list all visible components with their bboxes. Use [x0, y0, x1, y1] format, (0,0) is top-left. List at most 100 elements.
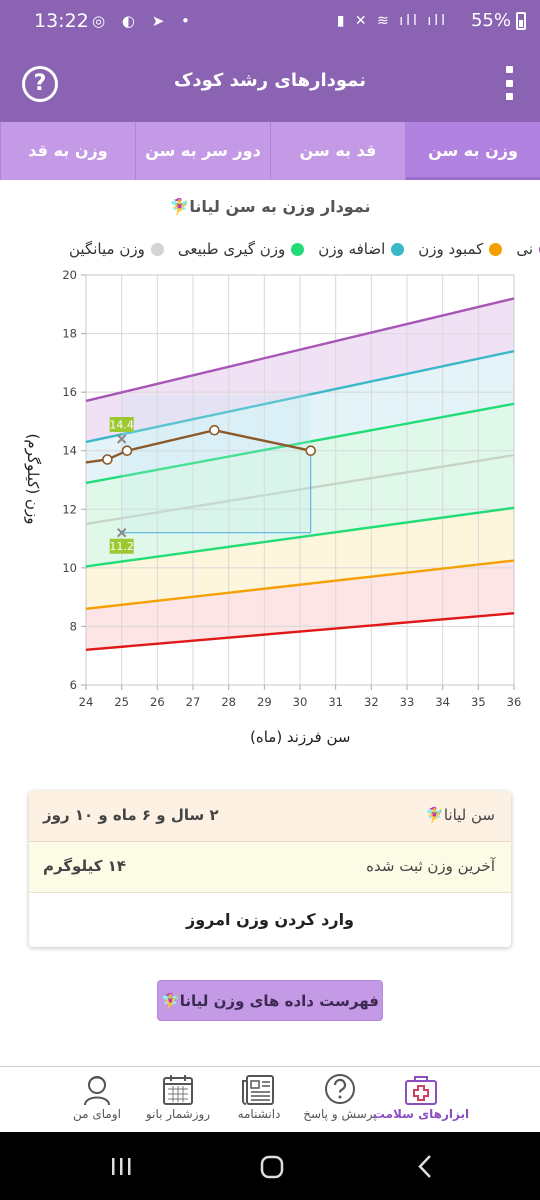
y-tick-label: 18 — [62, 327, 77, 341]
legend-item[interactable]: وزن میانگین — [69, 240, 164, 258]
legend-label: نی — [516, 240, 533, 258]
nav-label: پرسش و پاسخ — [303, 1107, 377, 1121]
x-tick-label: 35 — [471, 695, 486, 709]
nav-label: دانشنامه — [237, 1107, 281, 1121]
x-tick-label: 24 — [79, 695, 94, 709]
range-marker-badge — [109, 538, 134, 554]
nav-calendar[interactable]: روزشمار بانو — [133, 1067, 223, 1133]
y-tick-label: 8 — [70, 619, 77, 633]
x-tick-label: 33 — [400, 695, 415, 709]
menu-dot-icon — [505, 79, 513, 87]
nav-label: ابزارهای سلامت — [372, 1107, 470, 1121]
x-tick-label: 34 — [435, 695, 450, 709]
legend-label: وزن گیری طبیعی — [177, 240, 286, 258]
y-tick-label: 20 — [62, 268, 77, 282]
nav-questions[interactable]: پرسش و پاسخ — [295, 1067, 385, 1133]
nav-label: روزشمار بانو — [145, 1107, 211, 1121]
weight-data-point — [305, 445, 317, 457]
first-aid-kit-icon — [405, 1076, 437, 1105]
chart-title: نمودار وزن به سن لیانا🧚‍♀️ — [169, 197, 371, 216]
y-tick-label: 10 — [62, 561, 77, 575]
child-info-card: سن لیانا🧚‍♀️ ۲ سال و ۶ ماه و ۱۰ روز آخری… — [29, 791, 511, 947]
x-tick-label: 31 — [328, 695, 343, 709]
battery-icon — [516, 11, 526, 30]
growth-chart: 14.4 11.2 24 25 26 27 28 29 30 31 32 33 34 35 36 6 8 10 12… — [62, 268, 522, 709]
system-navigation-bar — [0, 1132, 540, 1200]
legend-item[interactable]: اضافه وزن — [318, 240, 405, 258]
reference-line — [85, 297, 515, 403]
reference-line — [85, 402, 515, 485]
battery-percent: 55% — [470, 10, 511, 31]
nav-encyclopedia[interactable]: دانشنامه — [214, 1067, 304, 1133]
range-highlight — [121, 394, 311, 533]
weight-data-point — [209, 424, 220, 436]
person-icon — [84, 1076, 110, 1106]
x-tick-label: 32 — [364, 695, 379, 709]
last-weight-label: آخرین وزن ثبت شده — [366, 857, 495, 875]
y-tick-label: 6 — [70, 678, 77, 692]
range-marker-x-icon — [116, 528, 127, 538]
reference-line — [85, 453, 515, 526]
bottom-navigation: اومای من روزشمار بانو دانشنامه پرسش و پا… — [0, 1066, 540, 1132]
notification-icons: ◎ ◐ ➤ • — [92, 12, 196, 30]
weight-data-list-button[interactable]: فهرست داده های وزن لیانا🧚‍♀️ — [157, 980, 383, 1021]
tab-head-circumference[interactable]: دور سر به سن — [135, 122, 270, 180]
chart-tabs: وزن به قد دور سر به سن قد به سن وزن به س… — [0, 122, 540, 180]
page-title: نمودارهای رشد کودک — [173, 70, 367, 91]
x-tick-label: 28 — [221, 695, 236, 709]
recent-apps-icon[interactable] — [112, 1158, 131, 1175]
reference-line — [85, 559, 515, 611]
weight-data-point — [102, 454, 113, 465]
help-button[interactable]: ? — [22, 66, 58, 102]
legend-label: اضافه وزن — [318, 240, 386, 258]
status-bar: 13:22 ◎ ◐ ➤ • ▮ ✕ ≋ ıll ıll 55% — [0, 0, 540, 44]
range-marker-badge — [109, 417, 134, 432]
tab-height-for-age[interactable]: قد به سن — [270, 122, 405, 180]
tab-weight-for-height[interactable]: وزن به قد — [0, 122, 135, 180]
x-tick-label: 30 — [293, 695, 308, 709]
x-tick-label: 26 — [150, 695, 165, 709]
y-axis-label: وزن (کیلوگرم) — [24, 433, 42, 525]
x-axis-label: سن فرزند (ماه) — [250, 728, 351, 746]
legend-item[interactable]: نی — [516, 240, 540, 258]
legend-dot-icon — [150, 242, 164, 256]
nav-my-profile[interactable]: اومای من — [52, 1067, 142, 1133]
y-tick-label: 14 — [62, 444, 77, 458]
app-bar: ? نمودارهای رشد کودک — [0, 44, 540, 122]
reference-line — [85, 506, 515, 568]
age-label: سن لیانا🧚‍♀️ — [425, 806, 495, 824]
nav-health-tools[interactable]: ابزارهای سلامت — [373, 1067, 469, 1133]
legend-dot-icon — [291, 242, 305, 256]
nav-label: اومای من — [73, 1107, 121, 1121]
y-tick-label: 16 — [62, 385, 77, 399]
x-tick-label: 36 — [507, 695, 522, 709]
status-time: 13:22 — [34, 10, 89, 32]
back-icon[interactable] — [418, 1155, 431, 1178]
x-tick-label: 27 — [186, 695, 201, 709]
range-marker-label: 11.2 — [109, 540, 134, 553]
question-icon: ? — [33, 71, 47, 96]
reference-line — [85, 612, 515, 652]
range-marker-label: 14.4 — [109, 419, 134, 432]
chart-legend: نی کمبود وزن اضافه وزن وزن گیری طبیعی وزن می… — [0, 240, 540, 266]
last-weight-value: ۱۴ کیلوگرم — [43, 857, 126, 875]
newspaper-icon — [242, 1075, 274, 1105]
legend-dot-icon — [391, 242, 405, 256]
system-nav-icons — [112, 1155, 431, 1179]
signal-icons: ▮ ✕ ≋ ıll ıll — [336, 13, 448, 29]
menu-dot-icon — [505, 93, 513, 100]
tab-weight-for-age[interactable]: وزن به سن — [405, 122, 540, 180]
legend-label: کمبود وزن — [418, 240, 484, 258]
calendar-icon — [163, 1075, 193, 1105]
age-row: سن لیانا🧚‍♀️ ۲ سال و ۶ ماه و ۱۰ روز — [29, 791, 511, 842]
overflow-menu-button[interactable] — [504, 66, 514, 100]
last-weight-row: آخرین وزن ثبت شده ۱۴ کیلوگرم — [29, 842, 511, 893]
legend-item[interactable]: کمبود وزن — [418, 240, 503, 258]
enter-todays-weight-button[interactable]: وارد کردن وزن امروز — [186, 910, 354, 929]
x-tick-label: 29 — [257, 695, 272, 709]
x-tick-label: 25 — [114, 695, 129, 709]
battery-indicator: 55% — [471, 10, 526, 31]
legend-label: وزن میانگین — [69, 240, 145, 258]
legend-item[interactable]: وزن گیری طبیعی — [177, 240, 305, 258]
home-icon[interactable] — [260, 1155, 284, 1179]
